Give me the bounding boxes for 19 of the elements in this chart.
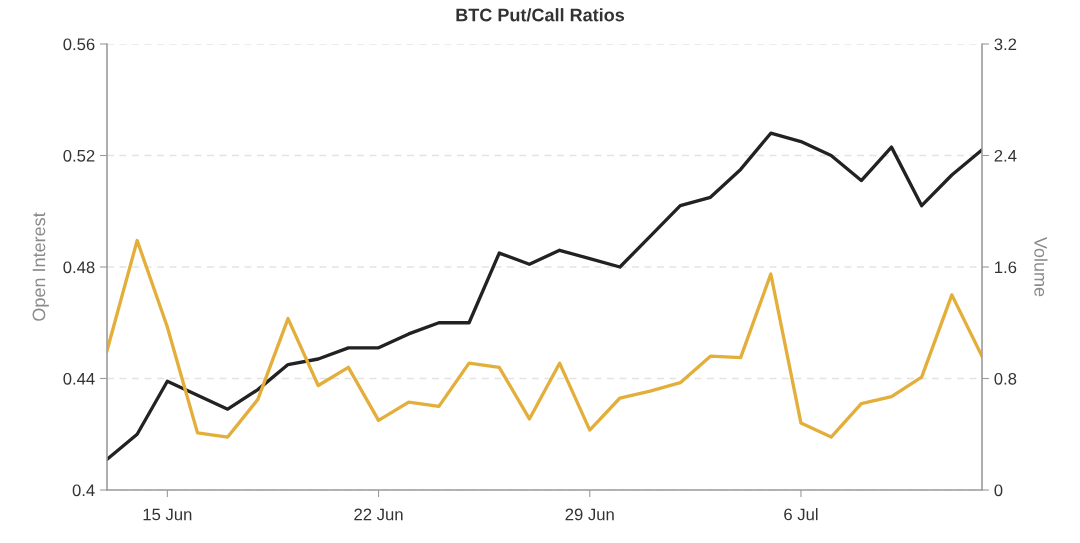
y-tick-label: 0.44 <box>63 372 95 385</box>
y-axis-title: Open Interest <box>32 212 49 321</box>
y2-axis-title: Volume <box>1034 236 1048 297</box>
y-tick-label: 0.56 <box>63 38 95 51</box>
y-tick-label: 0.48 <box>63 261 95 274</box>
x-tick-label: 6 Jul <box>784 508 818 521</box>
y-tick-label: 0.52 <box>63 149 95 162</box>
y2-tick-label: 3.2 <box>994 38 1017 51</box>
y-tick-label: 0.4 <box>72 484 95 497</box>
y2-tick-label: 0.8 <box>994 372 1017 385</box>
y2-tick-label: 2.4 <box>994 149 1017 162</box>
chart-title: BTC Put/Call Ratios <box>456 8 625 22</box>
line-series <box>107 238 982 439</box>
y2-tick-label: 0 <box>994 484 1003 497</box>
x-tick-label: 29 Jun <box>565 508 614 521</box>
line-series <box>107 131 982 462</box>
y2-tick-label: 1.6 <box>995 261 1017 274</box>
x-tick-label: 15 Jun <box>143 508 192 521</box>
x-tick-label: 22 Jun <box>354 508 403 521</box>
